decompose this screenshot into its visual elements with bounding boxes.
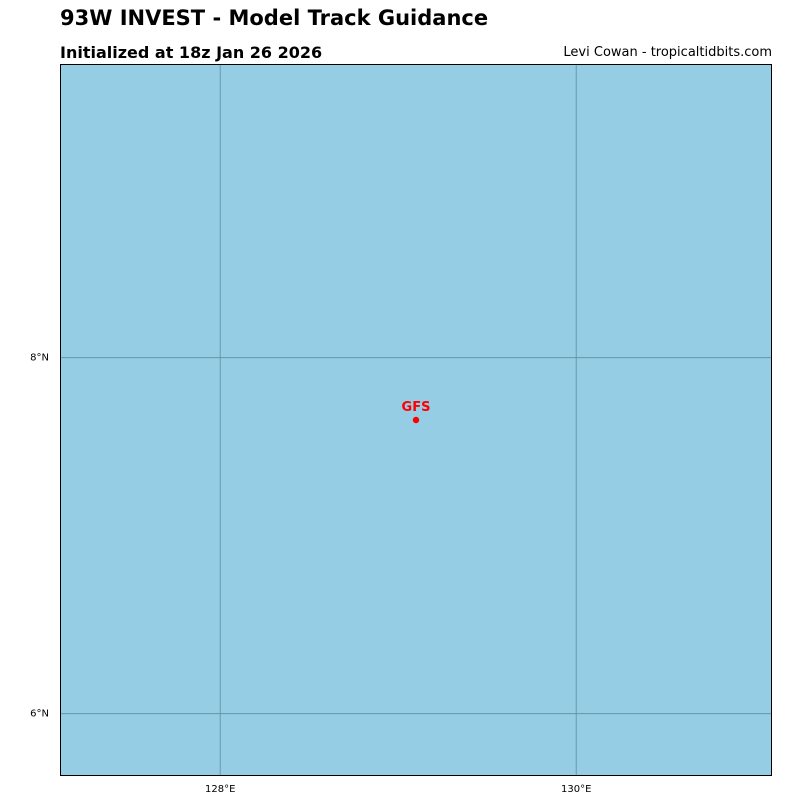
- lat-tick-label: 6°N: [30, 708, 49, 720]
- model-label: GFS: [402, 400, 431, 415]
- map-panel: GFS: [60, 64, 772, 776]
- figure-subtitle: Initialized at 18z Jan 26 2026: [60, 43, 323, 62]
- figure-credit: Levi Cowan - tropicaltidbits.com: [563, 45, 772, 60]
- lat-tick-label: 8°N: [30, 352, 49, 364]
- lon-tick-label: 130°E: [560, 784, 592, 795]
- lon-tick-label: 128°E: [204, 784, 236, 795]
- map-canvas: GFS: [60, 64, 772, 776]
- figure-title: 93W INVEST - Model Track Guidance: [60, 6, 489, 30]
- map-frame: [60, 64, 772, 776]
- model-point: [412, 416, 420, 424]
